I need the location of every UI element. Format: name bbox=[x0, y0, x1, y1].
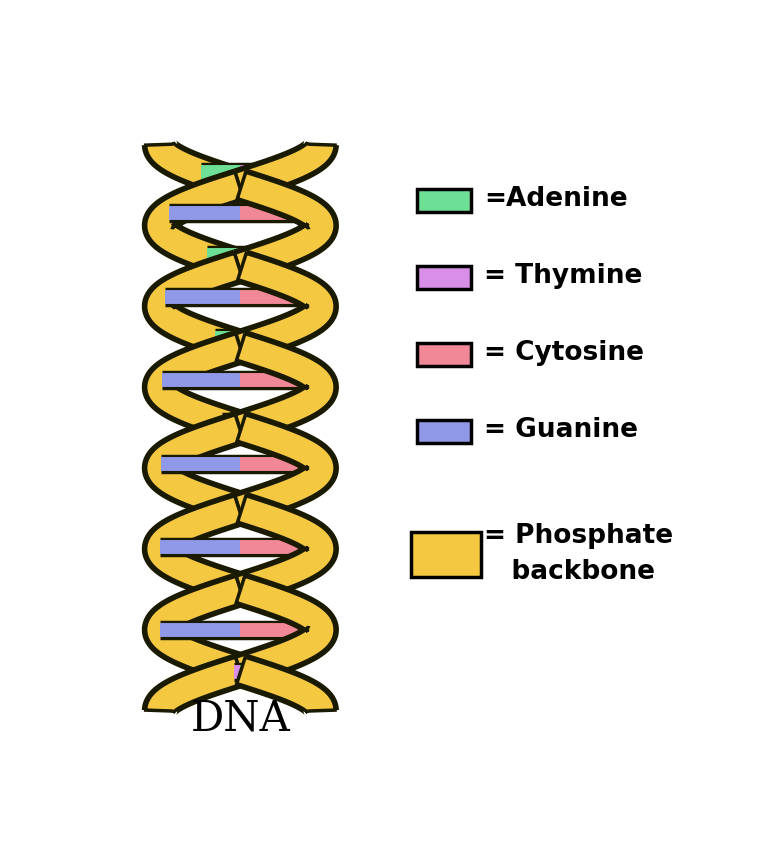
Polygon shape bbox=[237, 582, 329, 678]
Polygon shape bbox=[239, 663, 329, 711]
Polygon shape bbox=[152, 420, 244, 516]
Polygon shape bbox=[234, 173, 335, 280]
Polygon shape bbox=[146, 173, 247, 280]
Text: = Guanine: = Guanine bbox=[485, 417, 638, 443]
Polygon shape bbox=[233, 140, 339, 202]
FancyBboxPatch shape bbox=[418, 189, 472, 212]
Polygon shape bbox=[142, 168, 247, 283]
Polygon shape bbox=[237, 259, 329, 354]
Polygon shape bbox=[233, 168, 339, 283]
Polygon shape bbox=[146, 496, 245, 602]
Polygon shape bbox=[235, 492, 339, 607]
Polygon shape bbox=[235, 415, 335, 522]
Polygon shape bbox=[235, 333, 335, 441]
FancyBboxPatch shape bbox=[418, 343, 472, 365]
Polygon shape bbox=[234, 330, 339, 445]
Polygon shape bbox=[146, 142, 246, 199]
FancyBboxPatch shape bbox=[418, 266, 472, 288]
Polygon shape bbox=[236, 576, 335, 684]
Polygon shape bbox=[146, 657, 244, 713]
Text: = Phosphate
   backbone: = Phosphate backbone bbox=[485, 524, 674, 585]
Polygon shape bbox=[142, 140, 247, 202]
Polygon shape bbox=[235, 333, 335, 441]
Polygon shape bbox=[235, 142, 335, 199]
Polygon shape bbox=[236, 496, 335, 602]
Polygon shape bbox=[146, 142, 246, 199]
Polygon shape bbox=[152, 259, 243, 354]
Polygon shape bbox=[146, 496, 245, 602]
Polygon shape bbox=[234, 250, 339, 364]
Polygon shape bbox=[146, 253, 245, 360]
Polygon shape bbox=[152, 502, 243, 596]
Polygon shape bbox=[142, 653, 245, 715]
Polygon shape bbox=[238, 502, 329, 596]
Polygon shape bbox=[237, 339, 329, 435]
Polygon shape bbox=[237, 179, 329, 274]
Polygon shape bbox=[237, 657, 335, 713]
Polygon shape bbox=[152, 179, 244, 274]
Polygon shape bbox=[142, 573, 247, 687]
Polygon shape bbox=[236, 576, 335, 684]
Polygon shape bbox=[237, 145, 329, 193]
Polygon shape bbox=[235, 142, 335, 199]
Text: = Thymine: = Thymine bbox=[485, 263, 643, 289]
Polygon shape bbox=[236, 253, 335, 360]
Polygon shape bbox=[146, 576, 245, 684]
Polygon shape bbox=[236, 653, 339, 715]
FancyBboxPatch shape bbox=[418, 420, 472, 442]
Polygon shape bbox=[152, 339, 243, 435]
Polygon shape bbox=[146, 173, 247, 280]
Polygon shape bbox=[236, 253, 335, 360]
Polygon shape bbox=[142, 250, 246, 364]
Polygon shape bbox=[142, 330, 247, 445]
Polygon shape bbox=[146, 253, 245, 360]
Polygon shape bbox=[142, 492, 246, 607]
Text: DNA: DNA bbox=[190, 697, 290, 739]
Polygon shape bbox=[146, 333, 246, 441]
FancyBboxPatch shape bbox=[412, 532, 481, 577]
Polygon shape bbox=[236, 496, 335, 602]
Polygon shape bbox=[234, 173, 335, 280]
Polygon shape bbox=[233, 411, 339, 525]
Polygon shape bbox=[152, 663, 242, 711]
Polygon shape bbox=[237, 420, 329, 516]
Text: =Adenine: =Adenine bbox=[485, 186, 628, 212]
Polygon shape bbox=[146, 576, 245, 684]
Polygon shape bbox=[146, 415, 246, 522]
Polygon shape bbox=[235, 415, 335, 522]
Polygon shape bbox=[237, 657, 335, 713]
Polygon shape bbox=[146, 333, 246, 441]
Text: = Cytosine: = Cytosine bbox=[485, 340, 644, 366]
Polygon shape bbox=[142, 411, 247, 525]
Polygon shape bbox=[152, 582, 243, 678]
Polygon shape bbox=[152, 145, 244, 193]
Polygon shape bbox=[146, 657, 244, 713]
Polygon shape bbox=[234, 573, 339, 687]
Polygon shape bbox=[146, 415, 246, 522]
